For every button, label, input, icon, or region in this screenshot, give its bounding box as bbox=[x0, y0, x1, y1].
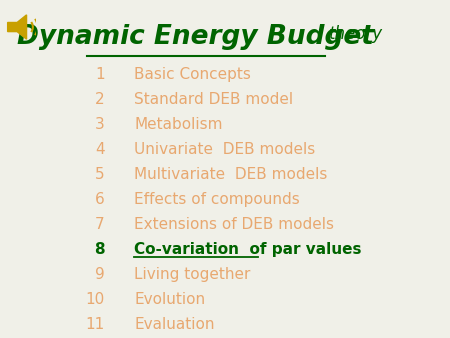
Polygon shape bbox=[8, 15, 27, 39]
Text: Living together: Living together bbox=[134, 267, 251, 282]
Text: 6: 6 bbox=[95, 192, 104, 207]
Text: Univariate  DEB models: Univariate DEB models bbox=[134, 142, 315, 157]
Text: Co-variation  of par values: Co-variation of par values bbox=[134, 242, 362, 257]
Text: 9: 9 bbox=[95, 267, 104, 282]
Text: 2: 2 bbox=[95, 92, 104, 107]
Text: Multivariate  DEB models: Multivariate DEB models bbox=[134, 167, 328, 182]
Text: 10: 10 bbox=[85, 292, 104, 307]
Text: theory: theory bbox=[329, 25, 383, 43]
Text: 1: 1 bbox=[95, 67, 104, 82]
Text: Standard DEB model: Standard DEB model bbox=[134, 92, 293, 107]
Text: Evolution: Evolution bbox=[134, 292, 205, 307]
Text: 8: 8 bbox=[94, 242, 104, 257]
Text: 7: 7 bbox=[95, 217, 104, 232]
Text: 5: 5 bbox=[95, 167, 104, 182]
Text: Effects of compounds: Effects of compounds bbox=[134, 192, 300, 207]
Text: Basic Concepts: Basic Concepts bbox=[134, 67, 251, 82]
Text: Dynamic Energy Budget: Dynamic Energy Budget bbox=[18, 24, 374, 50]
Text: Metabolism: Metabolism bbox=[134, 117, 223, 132]
Text: 4: 4 bbox=[95, 142, 104, 157]
Text: 3: 3 bbox=[95, 117, 104, 132]
Text: Extensions of DEB models: Extensions of DEB models bbox=[134, 217, 334, 232]
Text: Evaluation: Evaluation bbox=[134, 317, 215, 332]
Text: 11: 11 bbox=[85, 317, 104, 332]
